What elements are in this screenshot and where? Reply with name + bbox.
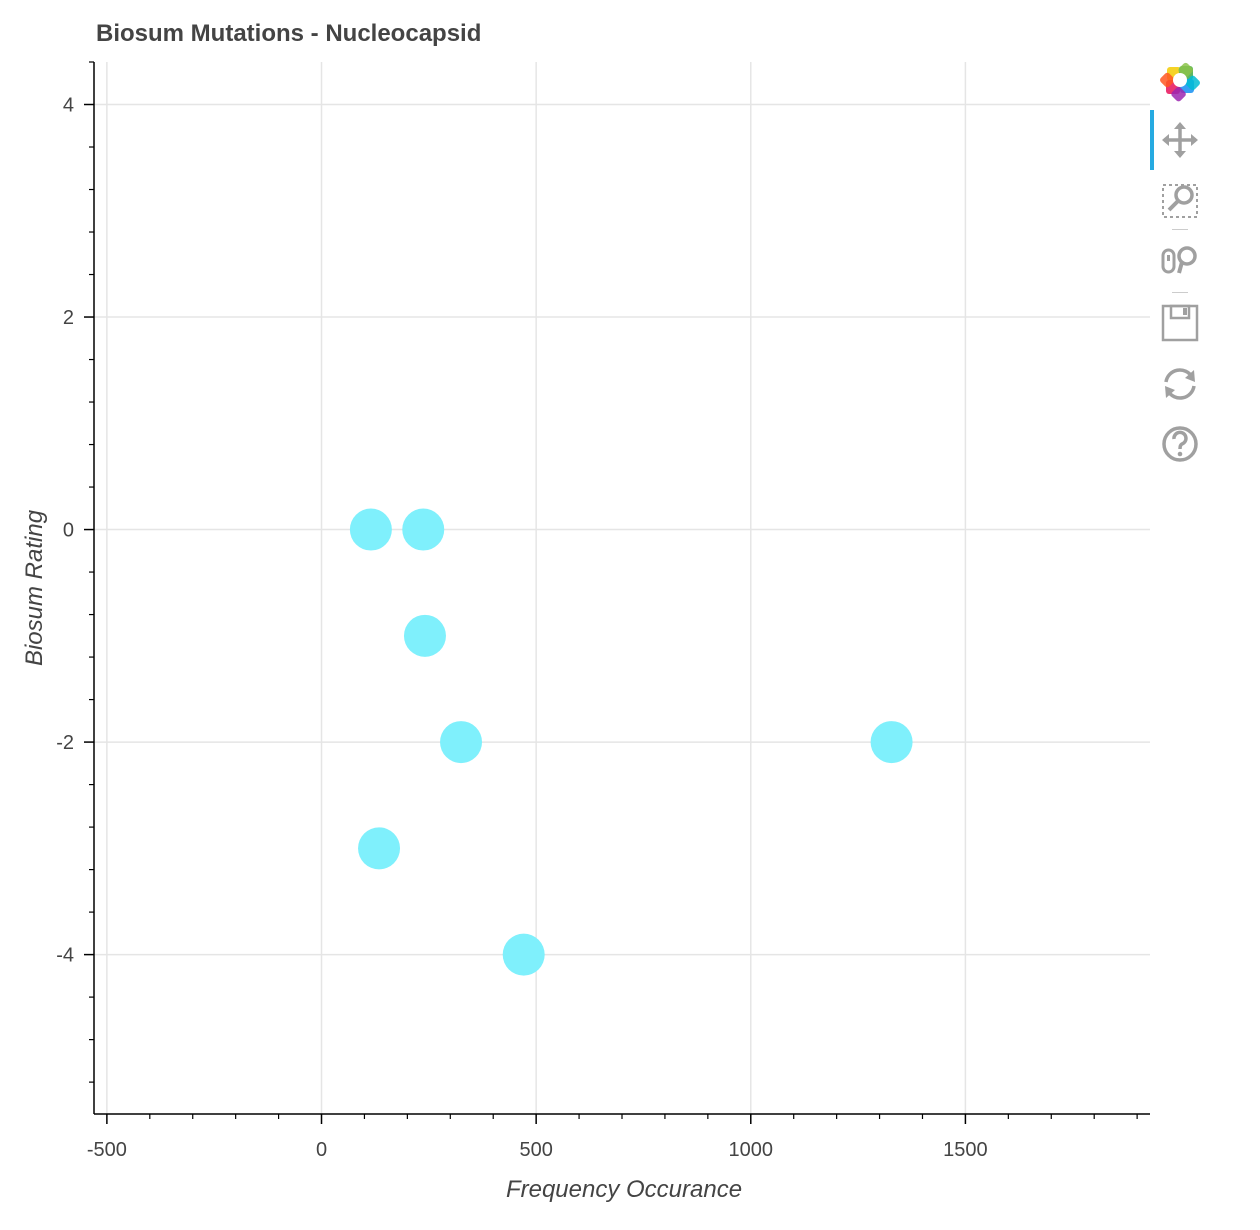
help-icon[interactable] (1158, 422, 1202, 466)
save-icon[interactable] (1158, 301, 1202, 345)
box-zoom-icon[interactable] (1158, 178, 1202, 222)
y-axis-label: Biosum Rating (21, 509, 48, 666)
data-point[interactable] (870, 721, 913, 764)
x-tick-label: 0 (316, 1139, 327, 1161)
data-point[interactable] (358, 827, 401, 870)
y-tick-label: 0 (63, 520, 74, 542)
data-point[interactable] (403, 614, 446, 657)
axes (93, 62, 1150, 1115)
grid-layer (94, 62, 1150, 1114)
y-tick-label: -2 (56, 732, 74, 754)
pan-icon[interactable] (1158, 118, 1202, 162)
active-tool-indicator (1150, 110, 1154, 170)
toolbar-separator (1172, 229, 1188, 230)
reset-icon[interactable] (1158, 362, 1202, 406)
bokeh-logo-icon[interactable] (1158, 58, 1202, 102)
scatter-chart[interactable]: -500 0 500 1000 1500 4 2 0 -2 -4 Frequency Occura… (0, 0, 1150, 1230)
wheel-zoom-icon[interactable] (1158, 240, 1202, 284)
chart-toolbar (1150, 55, 1210, 475)
x-tick-label: 500 (519, 1139, 552, 1161)
data-point[interactable] (402, 508, 445, 551)
x-tick-label: 1000 (729, 1139, 774, 1161)
y-tick-label: 2 (63, 307, 74, 329)
y-tick-label: 4 (63, 95, 74, 117)
data-point[interactable] (349, 508, 392, 551)
x-tick-label: -500 (87, 1139, 127, 1161)
chart-title: Biosum Mutations - Nucleocapsid (96, 20, 482, 47)
x-tick-label: 1500 (943, 1139, 988, 1161)
x-axis-label: Frequency Occurance (506, 1176, 742, 1203)
data-point[interactable] (502, 933, 545, 976)
ticks: -500 0 500 1000 1500 4 2 0 -2 -4 (56, 61, 1138, 1161)
data-point[interactable] (440, 721, 483, 764)
data-points (349, 508, 913, 976)
toolbar-separator (1172, 292, 1188, 293)
y-tick-label: -4 (56, 945, 74, 967)
